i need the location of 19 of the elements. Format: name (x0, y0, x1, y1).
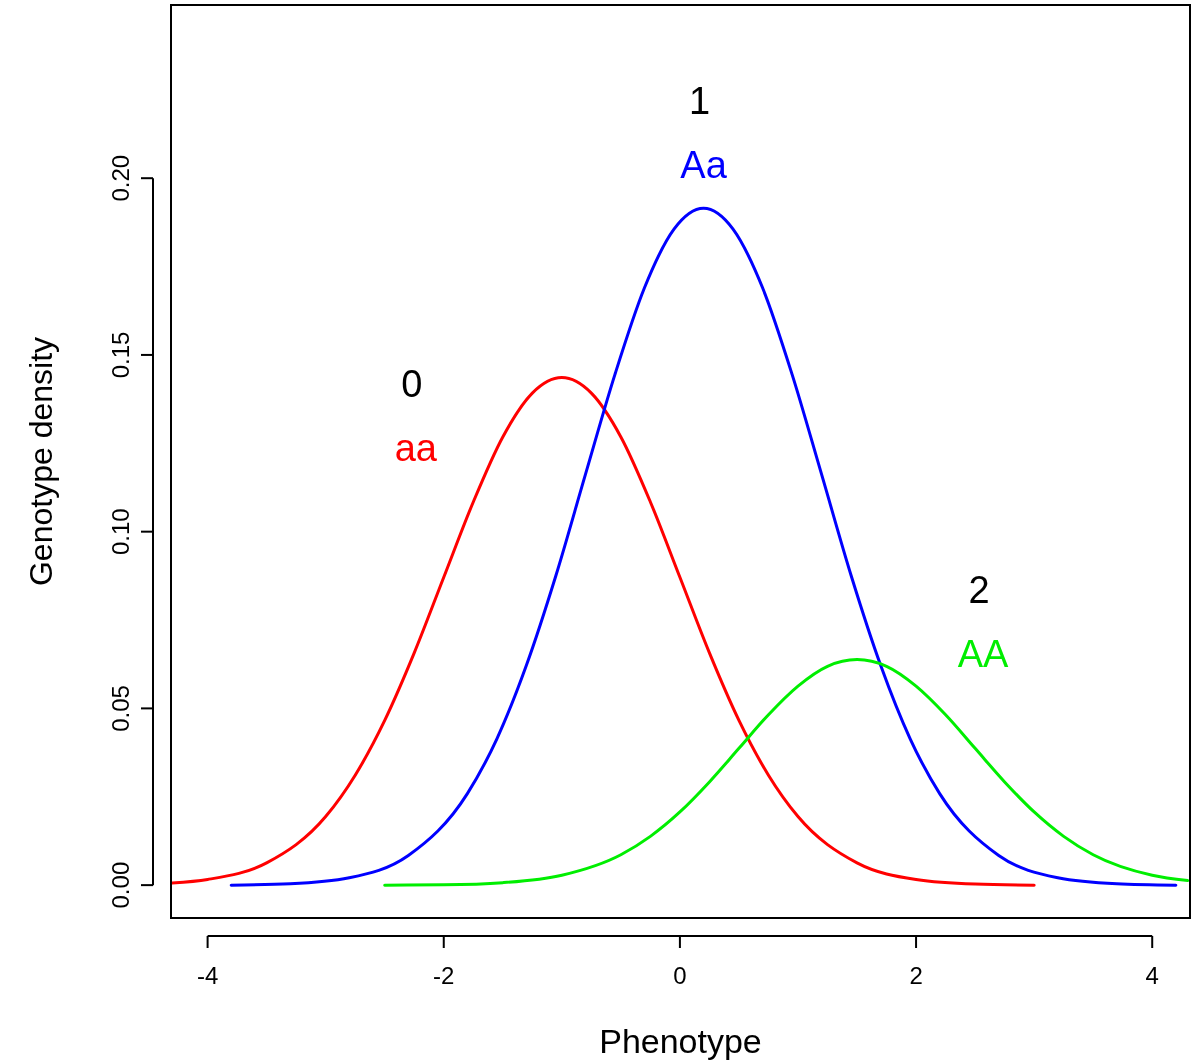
x-tick-label: 2 (909, 962, 923, 989)
x-tick-label: -4 (196, 962, 219, 989)
annotation: 1 (688, 80, 711, 123)
x-tick-label: 0 (673, 962, 687, 989)
series-label: Aa (680, 144, 728, 187)
y-tick-label: 0.05 (107, 685, 134, 732)
series-label: aa (394, 426, 438, 469)
y-tick-label: 0.20 (107, 154, 134, 202)
series-label: AA (957, 632, 1010, 675)
y-tick-label: 0.00 (107, 861, 134, 909)
line-series (229, 206, 1178, 887)
y-tick-label: 0.10 (107, 508, 134, 556)
x-tick-label: 4 (1145, 962, 1159, 989)
y-tick-label: 0.15 (107, 331, 134, 379)
annotation: 2 (968, 568, 990, 611)
x-axis-title: Phenotype (599, 1022, 762, 1060)
y-axis-title: Genotype density (23, 336, 59, 587)
x-tick-label: -2 (433, 962, 455, 989)
annotation: 0 (401, 362, 423, 405)
